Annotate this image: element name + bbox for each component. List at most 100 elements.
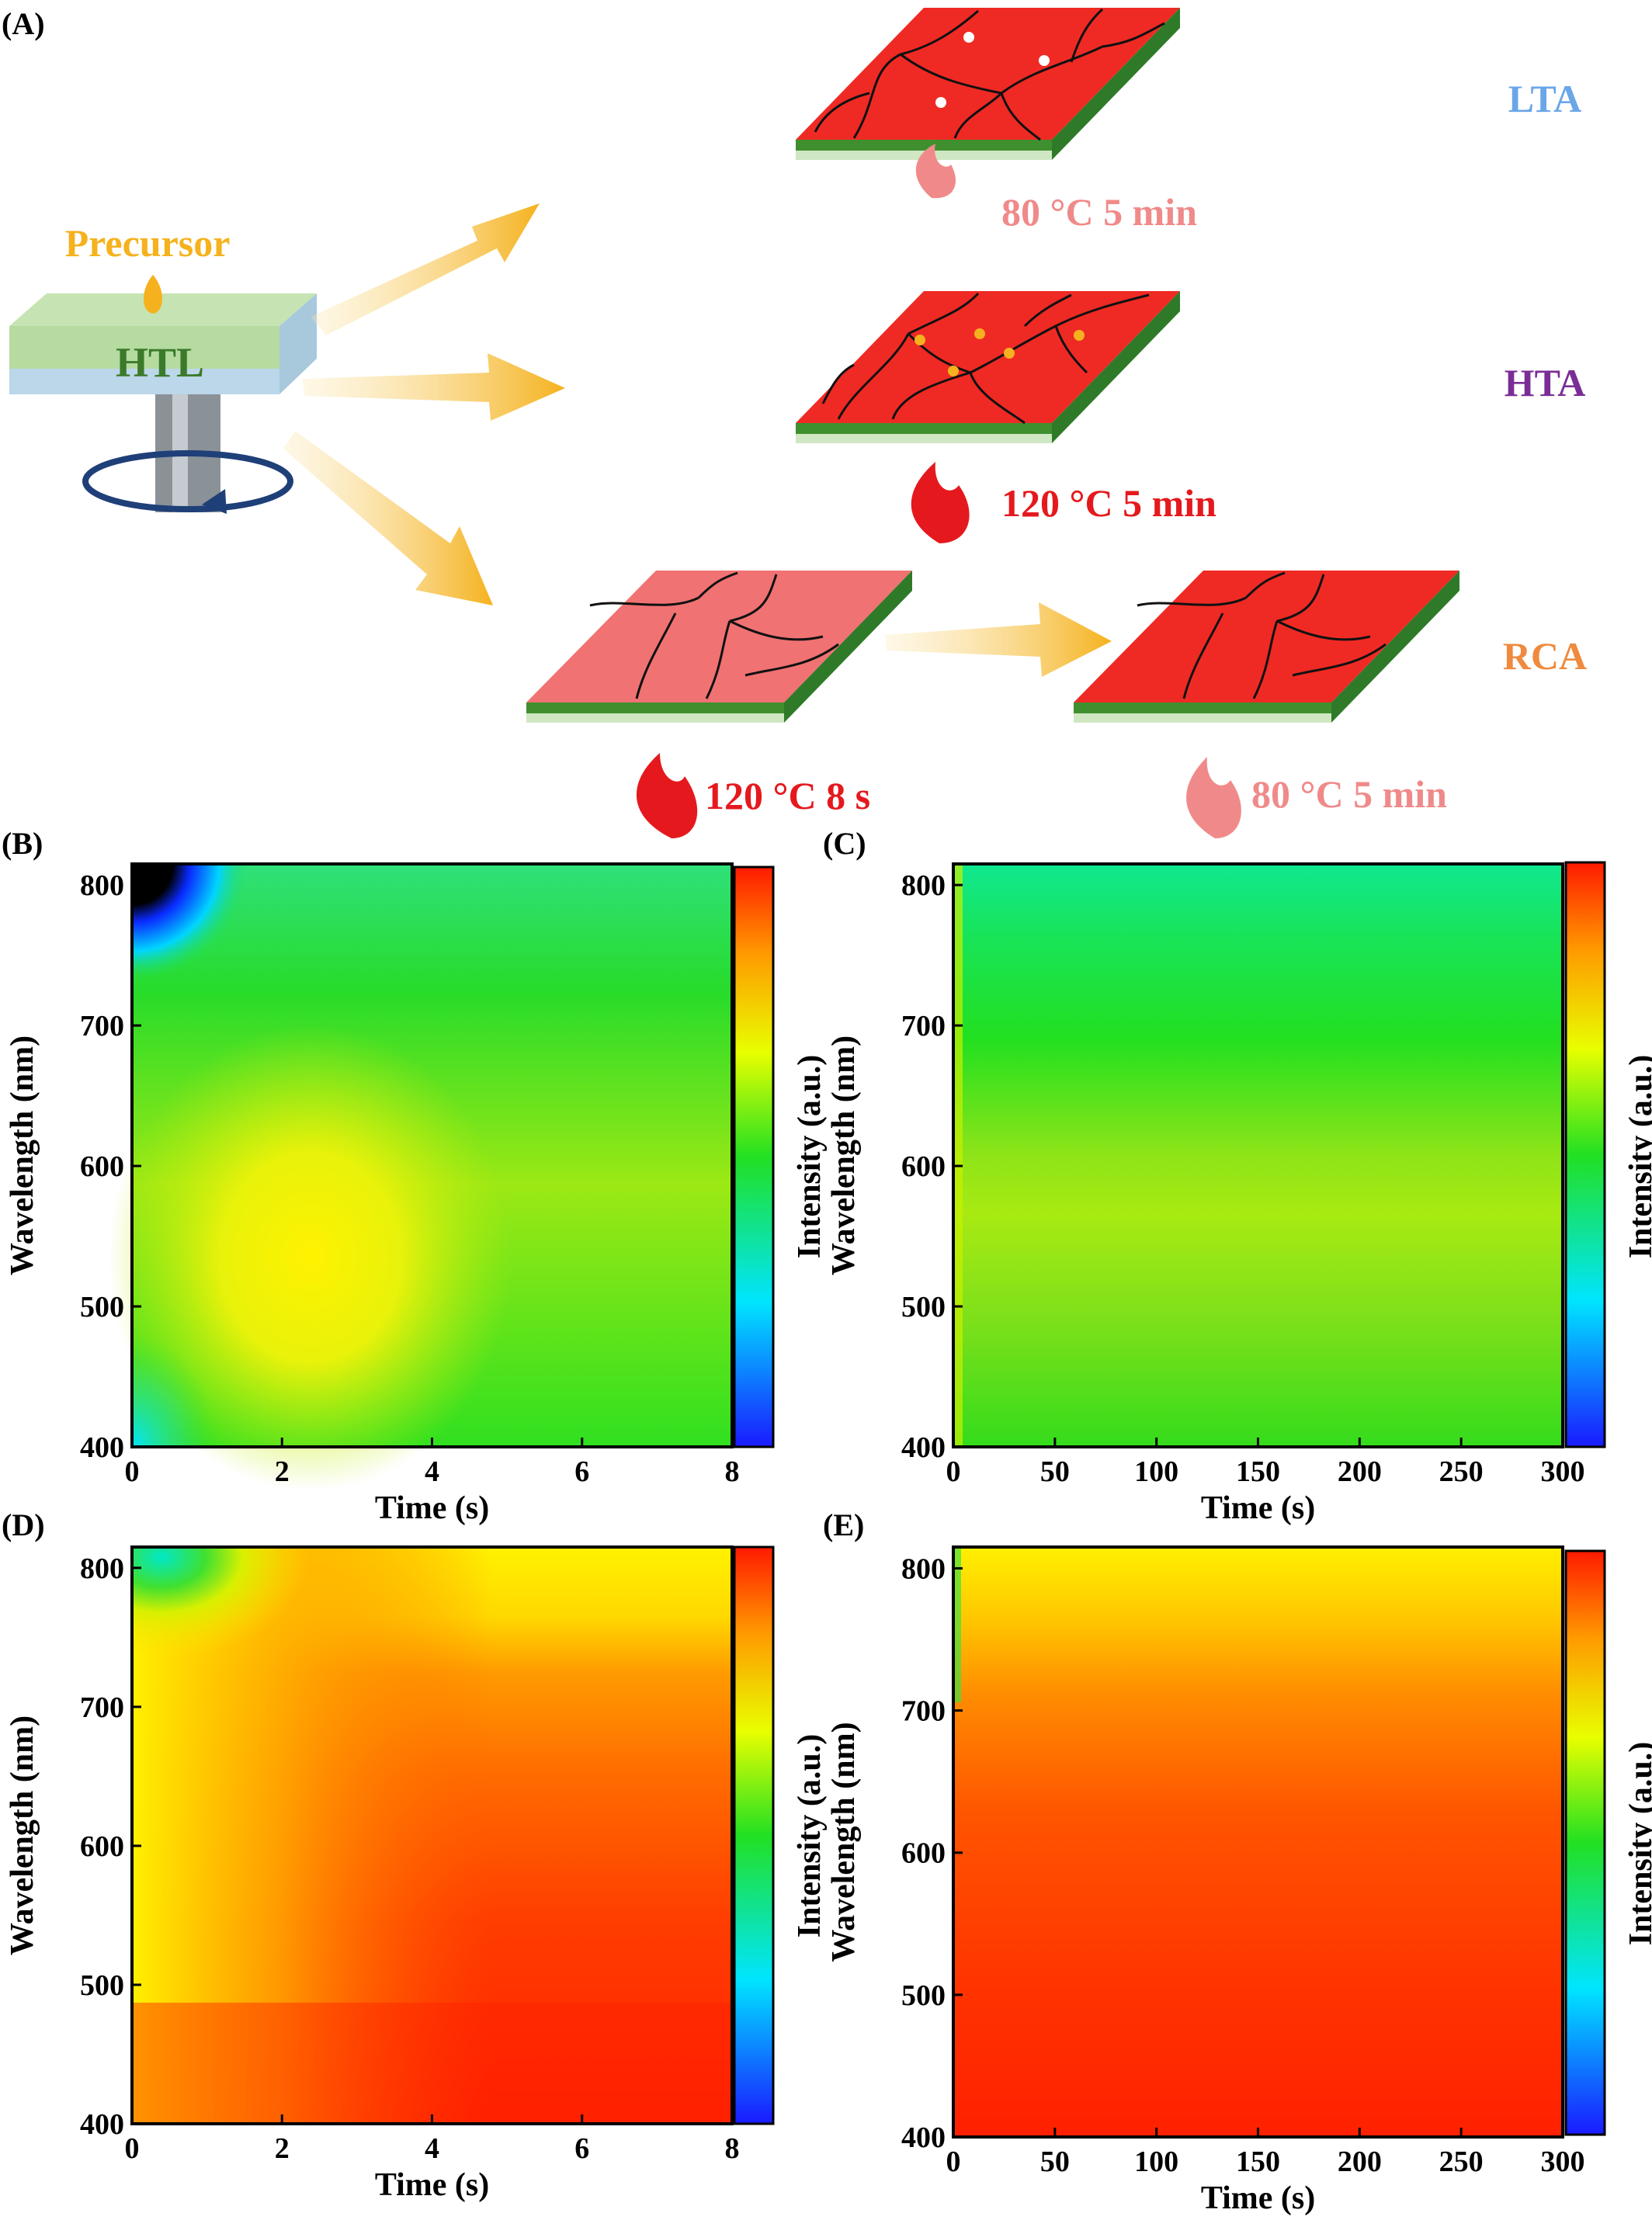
x-tick-label: 0 (946, 2146, 961, 2178)
y-tick-label: 500 (901, 1979, 946, 2012)
colorbar-c (1564, 861, 1606, 1448)
y-tick-label: 600 (80, 1830, 124, 1863)
x-tick-label: 2 (275, 2132, 290, 2165)
colorbar-label: Intensity (a.u.) (1623, 1055, 1652, 1259)
panel-b-heatmap: (B) 0 2 4 6 8 400 500 600 700 800 Time (s) Waveleng… (2, 826, 828, 1526)
y-axis-label: Wavelength (nm) (5, 1035, 40, 1275)
y-tick-label: 700 (901, 1695, 946, 1728)
lta-film (796, 8, 1180, 160)
x-axis-label: Time (s) (375, 1490, 489, 1526)
x-axis-label: Time (s) (1201, 1490, 1315, 1526)
rca-slow-anneal-label: 80 °C 5 min (1251, 772, 1447, 816)
x-tick-label: 4 (425, 1455, 439, 1488)
x-tick-label: 200 (1338, 1455, 1382, 1488)
panel-label-e: (E) (823, 1507, 864, 1542)
x-axis-label: Time (s) (375, 2167, 489, 2203)
rotation-arrow-icon (82, 450, 293, 512)
hta-film (796, 291, 1180, 443)
x-tick-label: 0 (946, 1455, 961, 1488)
x-tick-label: 300 (1541, 1455, 1585, 1488)
x-tick-label: 100 (1134, 1455, 1178, 1488)
arrow-to-lta-icon (311, 203, 540, 335)
y-tick-label: 600 (901, 1837, 946, 1870)
y-tick-label: 500 (80, 1291, 124, 1323)
x-tick-label: 250 (1439, 2146, 1484, 2178)
rca-film-initial (526, 571, 912, 723)
htl-layer (9, 326, 279, 369)
colorbar-d (733, 1545, 775, 2125)
colorbar-label: Intensity (a.u.) (792, 1055, 828, 1259)
route-label-lta: LTA (1508, 77, 1582, 120)
spin-coater: HTL Precursor (9, 221, 317, 514)
panel-label-a: (A) (2, 6, 45, 41)
htl-label: HTL (116, 339, 204, 386)
route-label-hta: HTA (1504, 361, 1586, 404)
y-tick-label: 500 (901, 1291, 946, 1323)
flame-icon-hta (911, 462, 970, 543)
x-tick-label: 8 (725, 1455, 740, 1488)
panel-label-b: (B) (2, 826, 43, 861)
panel-label-c: (C) (823, 826, 866, 861)
x-tick-label: 50 (1040, 1455, 1070, 1488)
y-tick-label: 400 (901, 1431, 946, 1464)
x-tick-label: 0 (125, 1455, 140, 1488)
arrow-to-rca-icon (283, 431, 493, 605)
y-tick-label: 600 (901, 1150, 946, 1183)
y-tick-label: 800 (901, 1552, 946, 1585)
x-axis-label: Time (s) (1201, 2180, 1315, 2216)
y-tick-label: 800 (80, 869, 124, 902)
plot-area-c (952, 862, 1564, 1448)
precursor-droplet-icon (143, 275, 163, 314)
panel-a-schematic: (A) HTL Precursor (2, 6, 1587, 838)
y-tick-label: 500 (80, 1969, 124, 2002)
panel-label-d: (D) (2, 1507, 45, 1542)
rca-fast-anneal-label: 120 °C 8 s (705, 774, 870, 817)
y-tick-label: 800 (80, 1552, 124, 1585)
y-tick-label: 700 (80, 1691, 124, 1724)
precursor-label: Precursor (65, 221, 231, 265)
colorbar-e (1564, 1549, 1606, 2136)
plot-area-b (109, 862, 734, 1490)
plot-area-e (952, 1545, 1564, 2139)
x-tick-label: 100 (1134, 2146, 1178, 2178)
y-axis-label: Wavelength (nm) (826, 1035, 862, 1275)
hta-anneal-label: 120 °C 5 min (1001, 481, 1216, 525)
panel-d-heatmap: (D) 0 2 4 6 8 400 500 600 700 800 Time (s) Waveleng… (2, 1507, 828, 2203)
arrow-to-hta-icon (303, 353, 565, 421)
y-tick-label: 700 (80, 1010, 124, 1042)
y-tick-label: 700 (901, 1010, 946, 1042)
y-axis-label: Wavelength (nm) (5, 1715, 40, 1955)
panel-c-heatmap: (C) 0 50 100 150 200 250 300 400 500 600 700 800 Tim… (823, 826, 1652, 1526)
colorbar-b (733, 866, 775, 1448)
y-tick-label: 400 (80, 1431, 124, 1464)
y-tick-label: 400 (901, 2121, 946, 2154)
y-tick-label: 800 (901, 869, 946, 902)
y-tick-label: 600 (80, 1150, 124, 1183)
flame-icon-rca-fast (636, 753, 698, 838)
colorbar-label: Intensity (a.u.) (792, 1734, 828, 1938)
y-tick-label: 400 (80, 2108, 124, 2141)
x-tick-label: 150 (1236, 2146, 1280, 2178)
x-tick-label: 300 (1541, 2146, 1585, 2178)
x-tick-label: 250 (1439, 1455, 1484, 1488)
x-tick-label: 200 (1338, 2146, 1382, 2178)
x-tick-label: 8 (725, 2132, 740, 2165)
rca-film-final (1074, 571, 1459, 723)
y-axis-label: Wavelength (nm) (826, 1722, 862, 1962)
route-label-rca: RCA (1503, 634, 1587, 678)
x-tick-label: 6 (574, 1455, 589, 1488)
plot-area-d (130, 1545, 734, 2125)
arrow-rca-step-icon (885, 602, 1112, 677)
panel-e-heatmap: (E) 0 50 100 150 200 250 300 400 500 600 700 800 Tim… (823, 1507, 1652, 2216)
x-tick-label: 150 (1236, 1455, 1280, 1488)
route-arrows (283, 203, 1112, 677)
x-tick-label: 6 (574, 2132, 589, 2165)
flame-icon-rca-slow (1186, 757, 1241, 838)
x-tick-label: 2 (275, 1455, 290, 1488)
flame-icon-lta (915, 144, 956, 199)
x-tick-label: 0 (125, 2132, 140, 2165)
lta-anneal-label: 80 °C 5 min (1001, 190, 1197, 234)
colorbar-label: Intensity (a.u.) (1623, 1742, 1652, 1946)
x-tick-label: 4 (425, 2132, 439, 2165)
x-tick-label: 50 (1040, 2146, 1070, 2178)
